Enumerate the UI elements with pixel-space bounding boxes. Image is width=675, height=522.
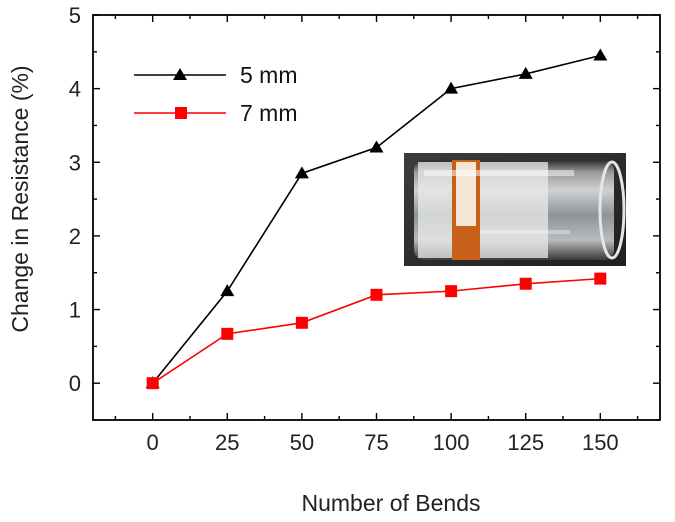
y-tick-label: 2 [69, 224, 81, 249]
x-tick-label: 125 [507, 430, 544, 455]
y-tick-label: 4 [69, 77, 81, 102]
x-tick-label: 25 [215, 430, 239, 455]
data-point-5mm [220, 284, 235, 297]
data-point-7mm [146, 377, 159, 390]
x-tick-label: 75 [364, 430, 388, 455]
legend-marker-5mm [173, 68, 187, 80]
data-point-7mm [445, 285, 458, 298]
x-tick-label: 0 [147, 430, 159, 455]
data-point-7mm [370, 288, 383, 301]
x-axis: 0 25 50 75 100 125 150 [114, 15, 639, 455]
y-axis-title: Change in Resistance (%) [7, 65, 33, 332]
data-point-7mm [594, 272, 607, 285]
y-axis: 0 1 2 3 4 5 [69, 3, 660, 421]
y-tick-label: 5 [69, 3, 81, 28]
x-tick-label: 50 [290, 430, 314, 455]
x-tick-label: 100 [433, 430, 470, 455]
legend-entry-7mm: 7 mm [134, 100, 298, 126]
legend-marker-7mm [175, 107, 187, 119]
x-axis-title: Number of Bends [302, 490, 481, 516]
data-point-5mm [518, 66, 533, 79]
legend-label-7mm: 7 mm [240, 100, 298, 126]
data-point-5mm [369, 140, 384, 153]
y-tick-label: 0 [69, 371, 81, 396]
data-point-5mm [444, 81, 459, 94]
y-tick-label: 1 [69, 298, 81, 323]
legend-entry-5mm: 5 mm [134, 62, 298, 88]
inset-photo [404, 153, 626, 266]
data-point-7mm [221, 327, 234, 340]
data-point-7mm [295, 316, 308, 329]
y-tick-label: 3 [69, 150, 81, 175]
data-point-5mm [593, 48, 608, 61]
data-point-7mm [519, 277, 532, 290]
legend: 5 mm 7 mm [134, 62, 298, 126]
x-tick-label: 150 [582, 430, 619, 455]
data-point-5mm [294, 166, 309, 179]
series [145, 48, 608, 390]
legend-label-5mm: 5 mm [240, 62, 298, 88]
